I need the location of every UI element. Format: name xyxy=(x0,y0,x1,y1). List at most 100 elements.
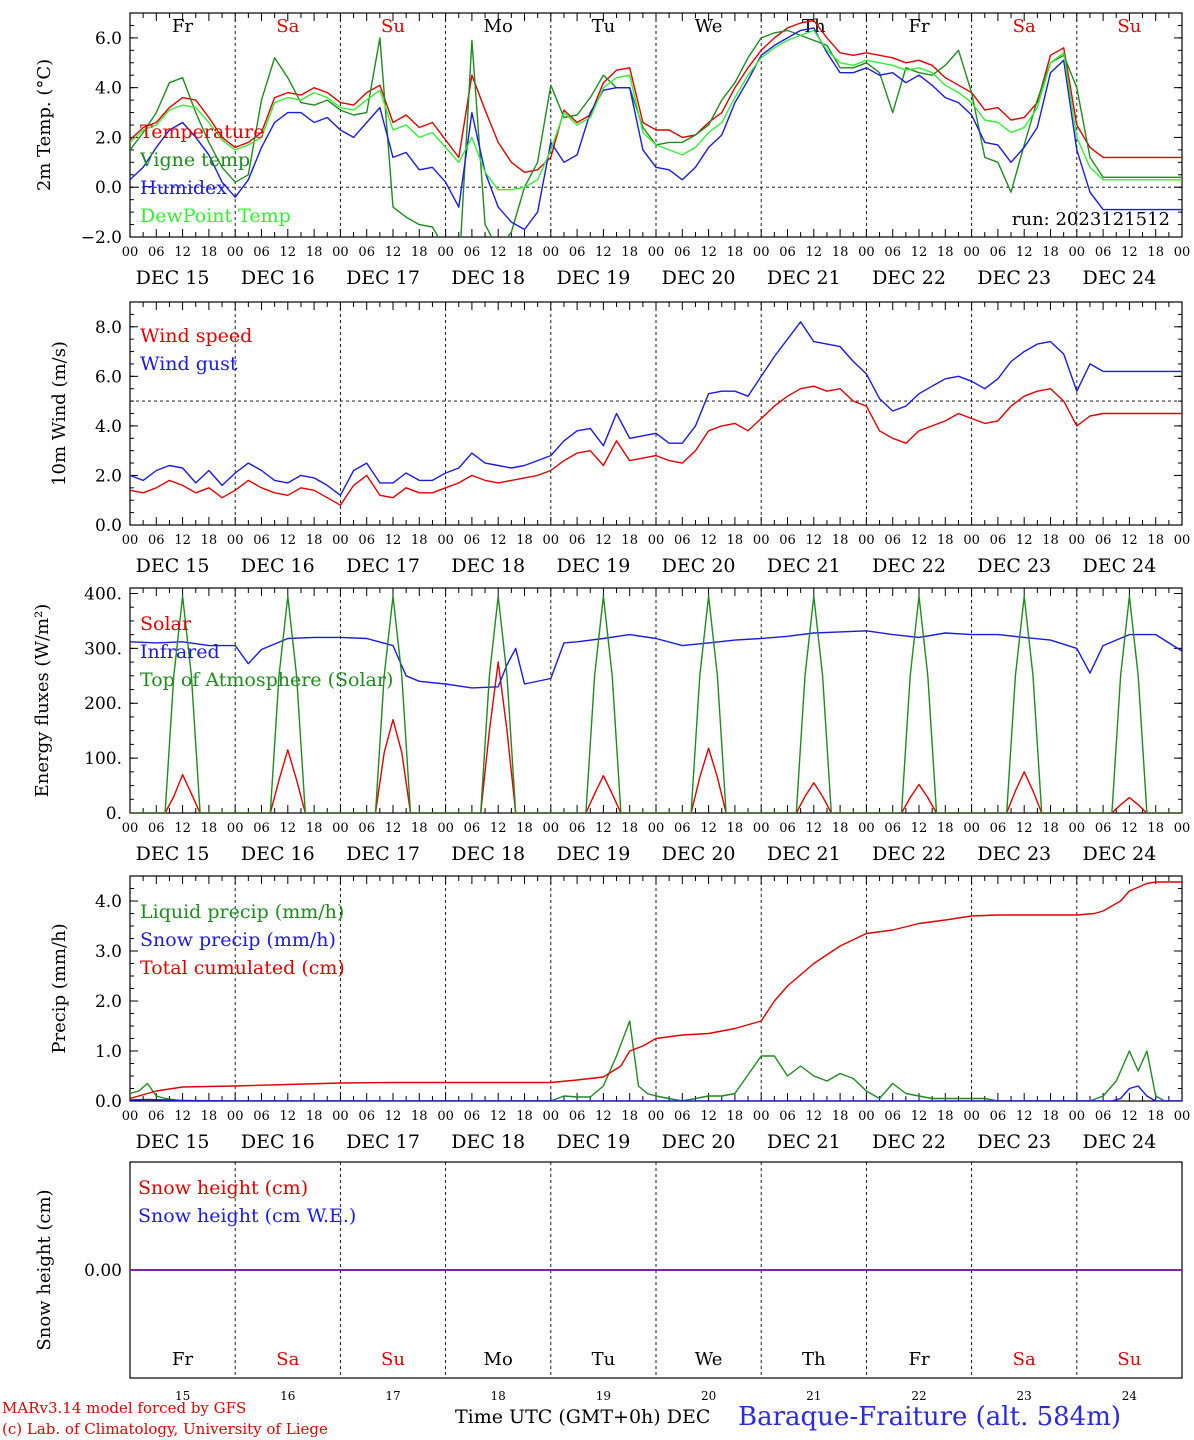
hour-tick-label: 06 xyxy=(148,1109,165,1124)
hour-tick-label: 00 xyxy=(1069,533,1086,548)
hour-tick-label: 00 xyxy=(122,245,139,260)
hour-tick-label: 06 xyxy=(884,1109,901,1124)
hour-tick-label: 06 xyxy=(253,533,270,548)
hour-tick-label: 06 xyxy=(779,533,796,548)
legend-entry: Total cumulated (cm) xyxy=(140,957,345,979)
hour-tick-label: 00 xyxy=(648,1109,665,1124)
date-label: DEC 16 xyxy=(241,1131,315,1153)
hour-tick-label: 12 xyxy=(806,533,823,548)
hour-tick-label: 00 xyxy=(437,245,454,260)
hour-tick-label: 06 xyxy=(253,1109,270,1124)
y-tick-label: 0.0 xyxy=(95,1092,122,1112)
day-name: Fr xyxy=(172,16,193,37)
hour-tick-label: 00 xyxy=(437,821,454,836)
hour-tick-label: 00 xyxy=(332,1109,349,1124)
hour-tick-label: 00 xyxy=(648,245,665,260)
plot-frame xyxy=(129,12,1183,238)
hour-tick-label: 18 xyxy=(937,245,954,260)
date-label: DEC 21 xyxy=(767,843,841,865)
hour-tick-label: 12 xyxy=(280,1109,297,1124)
hour-tick-label: 00 xyxy=(858,1109,875,1124)
hour-tick-label: 00 xyxy=(858,821,875,836)
hour-tick-label: 12 xyxy=(1121,1109,1138,1124)
date-label: DEC 23 xyxy=(977,555,1051,577)
y-tick-label: 4.0 xyxy=(95,892,122,912)
series-line xyxy=(130,661,1182,813)
day-name: Su xyxy=(1117,1349,1141,1370)
day-number: 24 xyxy=(1122,1389,1138,1403)
hour-tick-label: 12 xyxy=(1016,533,1033,548)
legend-entry: Snow height (cm) xyxy=(138,1177,308,1199)
hour-tick-label: 06 xyxy=(464,245,481,260)
hour-tick-label: 12 xyxy=(911,821,928,836)
date-label: DEC 16 xyxy=(241,843,315,865)
hour-tick-label: 18 xyxy=(516,821,533,836)
hour-tick-label: 12 xyxy=(280,245,297,260)
hour-tick-label: 00 xyxy=(648,533,665,548)
hour-tick-label: 18 xyxy=(621,821,638,836)
hour-tick-label: 06 xyxy=(1095,821,1112,836)
hour-tick-label: 06 xyxy=(148,821,165,836)
date-label: DEC 20 xyxy=(662,555,736,577)
plot-frame xyxy=(129,301,1183,526)
hour-tick-label: 18 xyxy=(1147,245,1164,260)
hour-tick-label: 06 xyxy=(1095,533,1112,548)
hour-tick-label: 00 xyxy=(227,533,244,548)
legend-entry: Liquid precip (mm/h) xyxy=(140,901,344,923)
day-number: 23 xyxy=(1017,1389,1032,1403)
day-name: Tu xyxy=(592,1349,616,1370)
hour-tick-label: 18 xyxy=(411,245,428,260)
day-name: Mo xyxy=(484,16,513,37)
series-line xyxy=(130,595,1182,813)
hour-tick-label: 00 xyxy=(963,245,980,260)
day-name: Tu xyxy=(592,16,616,37)
y-axis-label: Snow height (cm) xyxy=(34,1189,55,1350)
hour-tick-label: 06 xyxy=(358,533,375,548)
hour-tick-label: 12 xyxy=(911,1109,928,1124)
hour-tick-label: 18 xyxy=(727,1109,744,1124)
hour-tick-label: 00 xyxy=(227,245,244,260)
hour-tick-label: 00 xyxy=(227,1109,244,1124)
series-line xyxy=(130,1020,1182,1101)
y-tick-label: 4.0 xyxy=(95,79,122,99)
hour-tick-label: 06 xyxy=(674,245,691,260)
date-label: DEC 17 xyxy=(346,1131,420,1153)
y-tick-label: 0.0 xyxy=(95,516,122,536)
hour-tick-label: 00 xyxy=(648,821,665,836)
hour-tick-label: 12 xyxy=(385,245,402,260)
date-label: DEC 22 xyxy=(872,267,946,289)
hour-tick-label: 06 xyxy=(148,245,165,260)
date-label: DEC 16 xyxy=(241,267,315,289)
day-number: 19 xyxy=(596,1389,611,1403)
day-name: Mo xyxy=(484,1349,513,1370)
hour-tick-label: 18 xyxy=(201,821,218,836)
hour-tick-label: 18 xyxy=(1042,1109,1059,1124)
date-label: DEC 17 xyxy=(346,555,420,577)
series-line xyxy=(130,321,1182,496)
hour-tick-label: 18 xyxy=(516,533,533,548)
hour-tick-label: 12 xyxy=(806,245,823,260)
hour-tick-label: 00 xyxy=(437,1109,454,1124)
hour-tick-label: 06 xyxy=(358,1109,375,1124)
hour-tick-label: 18 xyxy=(832,533,849,548)
hour-tick-label: 06 xyxy=(990,821,1007,836)
date-label: DEC 18 xyxy=(451,843,525,865)
hour-tick-label: 06 xyxy=(1095,245,1112,260)
hour-tick-label: 18 xyxy=(516,1109,533,1124)
chart-panel-3: 0. 100. 200. 300. 400. Energy fluxes (W/m²) 00… xyxy=(32,584,1190,865)
date-label: DEC 16 xyxy=(241,555,315,577)
hour-tick-label: 12 xyxy=(490,821,507,836)
hour-tick-label: 18 xyxy=(727,821,744,836)
hour-tick-label: 18 xyxy=(306,1109,323,1124)
hour-tick-label: 12 xyxy=(174,533,191,548)
date-label: DEC 20 xyxy=(662,843,736,865)
hour-tick-label: 06 xyxy=(990,245,1007,260)
chart-panel-2: 0.0 2.0 4.0 6.0 8.0 10m Wind (m/s) 00 06 12 18 00 0… xyxy=(49,301,1190,577)
day-name: Th xyxy=(802,1349,826,1370)
hour-tick-label: 00 xyxy=(963,533,980,548)
hour-tick-label: 00 xyxy=(1069,245,1086,260)
chart-panel-1: −2.0 0.0 2.0 4.0 6.0 2m Temp. (°C) Fr Sa Su Mo Tu W… xyxy=(34,12,1190,289)
hour-tick-label: 12 xyxy=(1121,533,1138,548)
hour-tick-label: 12 xyxy=(1121,821,1138,836)
hour-tick-label: 18 xyxy=(621,245,638,260)
